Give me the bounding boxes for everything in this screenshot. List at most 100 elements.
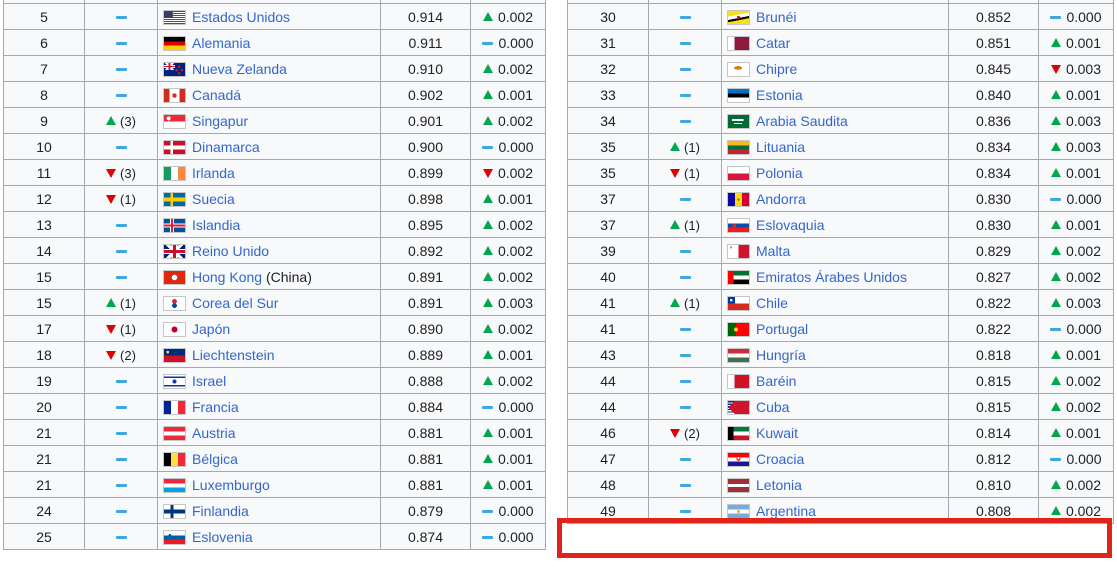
hdi-value-cell: 0.829 — [948, 237, 1039, 264]
flag-sk-icon — [728, 218, 749, 232]
country-link[interactable]: Andorra — [756, 190, 806, 207]
rank-change-cell — [84, 445, 158, 472]
country-link[interactable]: Chipre — [756, 60, 798, 77]
flag-ae-icon — [728, 270, 749, 284]
hdi-change-cell: 0.001 — [1038, 341, 1114, 368]
up-triangle-icon — [482, 376, 493, 386]
rank-cell: 7 — [3, 55, 85, 82]
rank-change-cell: (2) — [84, 341, 158, 368]
up-triangle-icon — [482, 246, 493, 256]
country-link[interactable]: Nueva Zelanda — [192, 60, 287, 77]
rank-cell: 18 — [3, 341, 85, 368]
flag-lu-icon — [164, 478, 185, 492]
table-row: 7 Nueva Zelanda 0.910 0.002 — [3, 55, 546, 82]
country-link[interactable]: Hungría — [756, 346, 806, 363]
up-triangle-icon — [482, 454, 493, 464]
hdi-change-cell: 0.003 — [1038, 133, 1114, 160]
country-link[interactable]: Estados Unidos — [192, 8, 291, 25]
country-link[interactable]: Irlanda — [192, 164, 235, 181]
hdi-value-cell: 0.834 — [948, 159, 1039, 186]
country-link[interactable]: Hong Kong — [192, 268, 263, 285]
rank-cell: 19 — [3, 367, 85, 394]
steady-dash-icon — [679, 249, 691, 253]
country-link[interactable]: Letonia — [756, 476, 802, 493]
steady-dash-icon — [482, 145, 494, 149]
rank-change-cell: (3) — [84, 107, 158, 134]
country-link[interactable]: Portugal — [756, 320, 809, 337]
country-link[interactable]: Japón — [192, 320, 231, 337]
hdi-table-right: 30 Brunéi 0.852 0.000 31 Catar 0.851 0.001 32 Chi… — [567, 0, 1114, 524]
rank-change-cell — [648, 55, 722, 82]
country-link[interactable]: Finlandia — [192, 502, 249, 519]
country-cell: Estonia — [721, 81, 949, 108]
steady-dash-icon — [482, 535, 494, 539]
rank-change-cell — [648, 3, 722, 30]
steady-dash-icon — [115, 15, 127, 19]
hdi-change-cell: 0.001 — [470, 81, 546, 108]
rank-cell: 46 — [567, 419, 649, 446]
table-row: 33 Estonia 0.840 0.001 — [567, 81, 1114, 108]
country-link[interactable]: Emiratos Árabes Unidos — [756, 268, 907, 285]
rank-change-cell — [648, 107, 722, 134]
country-link[interactable]: Arabia Saudita — [756, 112, 848, 129]
country-link[interactable]: Israel — [192, 372, 227, 389]
hdi-change-cell: 0.002 — [1038, 393, 1114, 420]
hdi-value-cell: 0.812 — [948, 445, 1039, 472]
flag-mt-icon — [728, 244, 749, 258]
rank-cell: 44 — [567, 393, 649, 420]
hdi-change-value: 0.002 — [497, 216, 534, 233]
country-link[interactable]: Eslovenia — [192, 528, 253, 545]
country-link[interactable]: Polonia — [756, 164, 803, 181]
hdi-change-value: 0.001 — [497, 476, 534, 493]
flag-kw-icon — [728, 426, 749, 440]
flag-hu-icon — [728, 348, 749, 362]
rank-change-amount: (1) — [120, 191, 136, 207]
country-link[interactable]: Dinamarca — [192, 138, 260, 155]
hdi-change-cell: 0.000 — [470, 393, 546, 420]
country-cell: Israel — [157, 367, 381, 394]
country-link[interactable]: Francia — [192, 398, 239, 415]
country-link[interactable]: Malta — [756, 242, 791, 259]
hdi-change-value: 0.002 — [497, 320, 534, 337]
country-link[interactable]: Singapur — [192, 112, 249, 129]
flag-sg-icon — [164, 114, 185, 128]
country-link[interactable]: Bélgica — [192, 450, 238, 467]
country-link[interactable]: Liechtenstein — [192, 346, 275, 363]
country-link[interactable]: Luxemburgo — [192, 476, 270, 493]
country-link[interactable]: Chile — [756, 294, 788, 311]
country-link[interactable]: Alemania — [192, 34, 251, 51]
rank-change-cell — [84, 211, 158, 238]
country-link[interactable]: Catar — [756, 34, 791, 51]
country-link[interactable]: Reino Unido — [192, 242, 270, 259]
up-triangle-icon — [482, 64, 493, 74]
steady-dash-icon — [679, 379, 691, 383]
rank-cell: 6 — [3, 29, 85, 56]
hdi-value-cell: 0.830 — [948, 211, 1039, 238]
country-link[interactable]: Canadá — [192, 86, 242, 103]
country-link[interactable]: Islandia — [192, 216, 241, 233]
hdi-value-cell: 0.830 — [948, 185, 1039, 212]
rank-cell: 35 — [567, 159, 649, 186]
country-link[interactable]: Brunéi — [756, 8, 797, 25]
hdi-change-value: 0.000 — [498, 138, 534, 155]
country-link[interactable]: Kuwait — [756, 424, 799, 441]
rank-cell: 39 — [567, 237, 649, 264]
country-link[interactable]: Argentina — [756, 502, 816, 519]
table-row: 9 (3) Singapur 0.901 0.002 — [3, 107, 546, 134]
country-link[interactable]: Croacia — [756, 450, 805, 467]
country-link[interactable]: Baréin — [756, 372, 797, 389]
country-link[interactable]: Corea del Sur — [192, 294, 279, 311]
country-link[interactable]: Cuba — [756, 398, 790, 415]
rank-cell: 5 — [3, 3, 85, 30]
rank-change-amount: (3) — [120, 113, 136, 129]
hdi-change-cell: 0.000 — [1038, 315, 1114, 342]
steady-dash-icon — [115, 41, 127, 45]
country-link[interactable]: Austria — [192, 424, 236, 441]
flag-cu-icon — [728, 400, 749, 414]
steady-dash-icon — [679, 483, 691, 487]
rank-cell: 15 — [3, 289, 85, 316]
country-link[interactable]: Estonia — [756, 86, 803, 103]
country-link[interactable]: Eslovaquia — [756, 216, 825, 233]
country-link[interactable]: Suecia — [192, 190, 235, 207]
country-link[interactable]: Lituania — [756, 138, 806, 155]
